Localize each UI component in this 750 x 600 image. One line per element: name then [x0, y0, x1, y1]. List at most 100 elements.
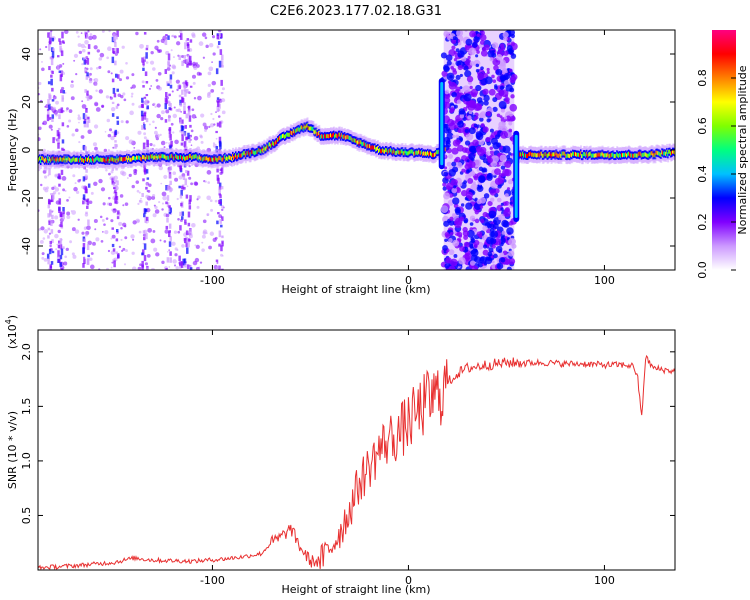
noise-speckle: [99, 52, 105, 58]
noise-speckle: [118, 78, 123, 82]
noise-blob: [497, 177, 505, 184]
noise-streak: [51, 99, 55, 102]
noise-speckle: [154, 130, 158, 135]
noise-streak: [215, 130, 218, 134]
noise-blob: [495, 54, 503, 61]
y-tick-label: 2.0: [20, 343, 33, 361]
noise-blob: [448, 153, 454, 159]
noise-streak: [164, 119, 168, 123]
x-tick-label: -100: [200, 574, 225, 587]
noise-speckle: [215, 111, 217, 114]
noise-streak: [112, 176, 115, 182]
noise-blob: [478, 176, 486, 183]
noise-speckle: [38, 126, 42, 131]
noise-speckle: [193, 136, 199, 141]
noise-speckle: [91, 34, 97, 40]
noise-blob: [463, 219, 468, 224]
noise-blob: [466, 159, 470, 163]
noise-streak: [82, 194, 86, 200]
noise-blob: [469, 170, 476, 177]
noise-speckle: [180, 110, 183, 113]
noise-blob: [480, 49, 488, 57]
noise-blob: [489, 128, 494, 133]
noise-streak: [179, 164, 182, 171]
noise-blob: [446, 72, 455, 81]
noise-blob: [486, 70, 490, 75]
noise-streak: [169, 257, 172, 263]
noise-streak: [187, 109, 191, 116]
noise-speckle: [160, 38, 165, 44]
noise-speckle: [66, 215, 71, 219]
noise-speckle: [138, 230, 142, 234]
noise-blob: [442, 186, 447, 191]
noise-streak: [49, 210, 52, 217]
noise-streak: [143, 32, 147, 35]
noise-speckle: [199, 135, 203, 139]
noise-streak: [57, 244, 61, 249]
noise-streak: [57, 137, 60, 144]
noise-blob: [455, 139, 461, 145]
noise-speckle: [119, 69, 124, 74]
noise-streak: [168, 174, 172, 179]
noise-blob: [459, 113, 465, 119]
noise-blob: [474, 218, 480, 224]
noise-streak: [47, 81, 51, 85]
noise-speckle: [174, 253, 178, 257]
noise-streak: [220, 33, 223, 38]
noise-blob: [498, 161, 503, 166]
noise-streak: [181, 129, 184, 136]
noise-streak: [218, 121, 222, 128]
x-tick-label: 0: [405, 274, 412, 287]
noise-speckle: [152, 102, 156, 106]
noise-streak: [84, 89, 87, 93]
noise-speckle: [78, 141, 81, 144]
noise-speckle: [128, 173, 132, 177]
noise-blob: [479, 40, 485, 45]
noise-streak: [59, 262, 62, 267]
noise-speckle: [204, 129, 207, 132]
noise-speckle: [105, 217, 109, 220]
noise-streak: [46, 253, 50, 259]
noise-streak: [145, 52, 148, 59]
noise-streak: [111, 243, 115, 248]
noise-streak: [113, 260, 116, 268]
noise-speckle: [140, 197, 142, 200]
noise-blob: [480, 66, 484, 70]
noise-streak: [116, 120, 120, 125]
noise-blob: [486, 118, 491, 123]
noise-streak: [112, 34, 116, 41]
noise-speckle: [208, 43, 214, 48]
noise-speckle: [138, 191, 141, 194]
noise-streak: [184, 222, 187, 225]
noise-streak: [188, 199, 192, 205]
noise-speckle: [129, 110, 134, 116]
noise-speckle: [168, 249, 171, 251]
noise-blob: [503, 116, 508, 120]
noise-streak: [60, 248, 64, 256]
noise-blob: [465, 132, 474, 141]
noise-streak: [182, 258, 185, 266]
y-tick-label: 0.5: [20, 507, 33, 525]
noise-blob: [451, 161, 457, 167]
noise-streak: [115, 251, 118, 255]
noise-speckle: [155, 79, 159, 82]
noise-streak: [141, 192, 144, 197]
noise-blob: [491, 244, 496, 249]
noise-streak: [217, 265, 220, 269]
noise-blob: [502, 31, 509, 38]
noise-blob: [476, 124, 481, 128]
noise-speckle: [190, 182, 194, 186]
noise-streak: [47, 204, 51, 209]
noise-streak: [183, 102, 186, 106]
noise-speckle: [81, 63, 84, 66]
noise-speckle: [197, 195, 201, 199]
noise-speckle: [170, 49, 173, 52]
noise-blob: [463, 180, 467, 185]
noise-speckle: [81, 104, 87, 109]
noise-streak: [219, 194, 222, 199]
noise-speckle: [208, 125, 211, 128]
noise-streak: [186, 247, 189, 254]
noise-speckle: [158, 201, 161, 204]
noise-blob: [495, 68, 503, 76]
noise-streak: [185, 136, 188, 141]
